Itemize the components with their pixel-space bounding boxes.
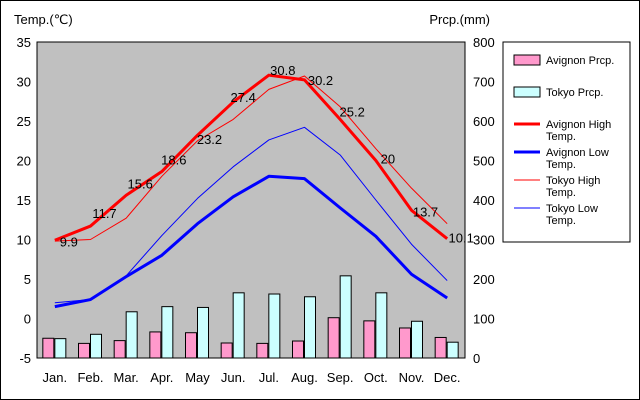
x-tick-label: Jan. (43, 370, 68, 385)
x-tick-label: Jul. (259, 370, 279, 385)
left-tick-label: 15 (17, 193, 31, 208)
left-tick-label: 35 (17, 35, 31, 50)
right-tick-label: 800 (473, 35, 495, 50)
x-tick-label: Feb. (77, 370, 103, 385)
precip-bars (42, 275, 459, 359)
bar-avignon-prcp--6 (256, 342, 269, 359)
bar-tokyo-prcp--2 (125, 311, 138, 359)
x-tick-label: Sep. (327, 370, 354, 385)
legend-swatch (513, 54, 541, 66)
bar-avignon-prcp--10 (399, 327, 411, 359)
bar-avignon-prcp--7 (292, 340, 304, 359)
legend-label: Tokyo Prcp. (546, 87, 603, 99)
right-tick-label: 600 (473, 114, 495, 129)
x-tick-label: Apr. (150, 370, 173, 385)
data-label: 11.7 (92, 206, 116, 221)
legend: Avignon Prcp.Tokyo Prcp.Avignon HighTemp… (513, 54, 614, 227)
bar-tokyo-prcp--9 (375, 292, 388, 359)
legend-label: Temp. (546, 187, 576, 199)
bar-avignon-prcp--9 (363, 320, 376, 359)
x-tick-label: Dec. (434, 370, 461, 385)
left-tick-label: -5 (19, 351, 31, 366)
legend-label: Avignon High (546, 119, 611, 131)
x-tick-label: Aug. (291, 370, 318, 385)
left-tick-label: 30 (17, 75, 31, 90)
legend-label: Avignon Low (546, 147, 609, 159)
legend-label: Temp. (546, 131, 576, 143)
right-tick-label: 500 (473, 154, 495, 169)
bar-avignon-prcp--11 (434, 336, 447, 359)
data-label: 9.9 (60, 234, 78, 249)
x-tick-label: Nov. (399, 370, 425, 385)
bar-tokyo-prcp--10 (411, 320, 423, 359)
x-tick-label: Oct. (364, 370, 388, 385)
bar-tokyo-prcp--3 (161, 306, 174, 359)
bar-tokyo-prcp--4 (197, 306, 209, 359)
right-tick-label: 400 (473, 193, 495, 208)
left-tick-label: 0 (24, 312, 31, 327)
bar-avignon-prcp--0 (42, 337, 55, 359)
left-axis-title: Temp.(℃) (14, 12, 73, 27)
temperature-lines (54, 73, 449, 309)
data-label: 30.8 (270, 63, 295, 78)
data-label: 15.6 (128, 176, 153, 191)
left-tick-label: 25 (17, 114, 31, 129)
data-label: 20 (381, 152, 395, 167)
data-label: 27.4 (231, 90, 256, 105)
x-tick-label: Jun. (221, 370, 246, 385)
bar-avignon-prcp--1 (78, 342, 90, 359)
plot-area (36, 41, 466, 359)
bar-avignon-prcp--3 (149, 331, 162, 359)
legend-label: Tokyo Low (546, 203, 598, 215)
right-tick-label: 700 (473, 75, 495, 90)
data-label: 23.2 (197, 132, 222, 147)
right-tick-label: 100 (473, 312, 495, 327)
legend-label: Tokyo High (546, 175, 600, 187)
line-tokyo-high-temp (54, 75, 448, 242)
data-label: 10.1 (449, 231, 474, 246)
legend-swatch (513, 86, 541, 98)
bar-tokyo-prcp--11 (446, 341, 459, 359)
bar-avignon-prcp--4 (185, 332, 197, 359)
left-tick-label: 10 (17, 233, 31, 248)
legend-label: Temp. (546, 215, 576, 227)
x-tick-label: May (185, 370, 210, 385)
data-label: 30.2 (308, 73, 333, 88)
bar-tokyo-prcp--8 (339, 275, 352, 359)
axis-ticks: 35302520151050-5800700600500400300200100… (17, 35, 495, 385)
data-label: 25.2 (340, 104, 365, 119)
bar-avignon-prcp--8 (327, 317, 340, 359)
right-tick-label: 200 (473, 272, 495, 287)
bar-avignon-prcp--2 (113, 340, 126, 359)
bar-tokyo-prcp--7 (304, 296, 316, 359)
bar-tokyo-prcp--1 (90, 333, 102, 359)
data-labels: 9.9 11.7 15.6 18.6 23.2 27.4 30.8 30.2 25.2 20 13.… (60, 63, 474, 249)
left-tick-label: 5 (24, 272, 31, 287)
data-label: 18.6 (161, 153, 186, 168)
right-tick-label: 0 (473, 351, 480, 366)
x-tick-label: Mar. (114, 370, 139, 385)
line-avignon-high-temp (54, 73, 449, 242)
right-axis-title: Prcp.(mm) (429, 12, 490, 27)
data-label: 13.7 (413, 204, 438, 219)
bar-tokyo-prcp--0 (54, 338, 67, 359)
left-tick-label: 20 (17, 154, 31, 169)
right-tick-label: 300 (473, 233, 495, 248)
bar-tokyo-prcp--5 (232, 292, 245, 359)
line-avignon-low-temp (54, 174, 448, 309)
legend-label: Temp. (546, 159, 576, 171)
bar-avignon-prcp--5 (220, 342, 233, 359)
legend-box (502, 41, 631, 243)
bar-tokyo-prcp--6 (268, 293, 281, 359)
legend-label: Avignon Prcp. (546, 55, 614, 67)
